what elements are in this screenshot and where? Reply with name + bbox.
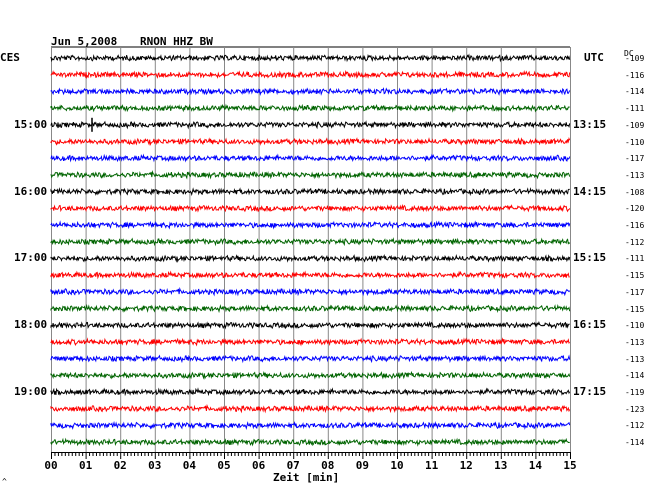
x-tick-label: 09 <box>355 459 370 472</box>
seismic-trace <box>50 53 571 63</box>
left-hour-label: 15:00 <box>14 117 48 131</box>
dc-label: DC <box>624 49 634 58</box>
seismic-trace <box>50 420 571 430</box>
x-tick-label: 11 <box>424 459 439 472</box>
corner-mark: ^ <box>2 477 7 486</box>
dc-offset-label: -115 <box>625 304 645 314</box>
x-tick-label: 03 <box>148 459 162 472</box>
seismic-trace <box>50 220 571 230</box>
x-tick-label: 00 <box>44 459 58 472</box>
dc-offset-label: -111 <box>625 254 645 264</box>
right-timezone-label: UTC <box>584 51 604 64</box>
seismic-trace <box>50 153 571 163</box>
dc-offset-label: -110 <box>625 321 645 331</box>
x-tick-label: 13 <box>494 459 508 472</box>
x-tick-label: 10 <box>390 459 404 472</box>
dc-offset-label: -117 <box>625 154 645 164</box>
seismic-trace <box>50 69 571 80</box>
left-hour-label: 17:00 <box>14 251 48 265</box>
left-hour-label: 16:00 <box>14 184 48 198</box>
right-hour-label: 14:15 <box>573 184 607 198</box>
left-hour-label: 19:00 <box>14 385 48 398</box>
x-tick-label: 15 <box>563 459 577 472</box>
seismic-trace <box>50 370 571 380</box>
seismic-trace <box>50 437 570 447</box>
seismic-trace <box>50 303 571 314</box>
right-hour-label: 17:15 <box>573 385 607 398</box>
seismic-trace <box>50 120 571 130</box>
dc-offset-label: -119 <box>625 388 645 397</box>
dc-offset-label: -111 <box>625 104 645 114</box>
dc-offset-label: -117 <box>625 287 645 297</box>
left-timezone-label: CES <box>0 51 20 64</box>
x-tick-label: 04 <box>182 459 197 472</box>
x-axis-label: Zeit [min] <box>273 471 340 484</box>
dc-offset-label: -113 <box>625 170 645 180</box>
x-tick-label: 08 <box>321 459 335 472</box>
seismic-trace <box>50 187 570 197</box>
x-tick-label: 06 <box>251 459 266 472</box>
x-tick-label: 05 <box>217 459 231 472</box>
seismic-trace <box>50 87 571 97</box>
dc-offset-label: -116 <box>625 70 645 80</box>
x-tick-label: 12 <box>459 459 473 472</box>
left-hour-label: 18:00 <box>14 318 48 332</box>
dc-offset-label: -109 <box>625 120 645 130</box>
dc-offset-label: -110 <box>625 137 645 147</box>
dc-offset-label: -116 <box>625 221 645 230</box>
seismic-trace <box>50 137 571 146</box>
seismic-trace <box>50 286 571 297</box>
seismic-trace <box>50 253 571 263</box>
dc-offset-label: -109 <box>625 54 645 63</box>
dc-offset-label: -114 <box>625 87 645 97</box>
dc-offset-label: -120 <box>625 204 645 214</box>
right-hour-label: 15:15 <box>573 251 607 265</box>
right-hour-label: 16:15 <box>573 318 607 332</box>
chart-station: RNON HHZ BW <box>140 35 213 48</box>
x-tick-label: 01 <box>78 459 93 472</box>
seismic-trace <box>50 237 571 247</box>
seismic-trace <box>50 337 571 347</box>
dc-offset-label: -112 <box>625 421 645 431</box>
x-tick-label: 02 <box>113 459 127 472</box>
dc-offset-label: -112 <box>625 237 645 247</box>
seismic-trace <box>50 203 571 213</box>
dc-offset-label: -114 <box>625 371 645 381</box>
dc-offset-label: -113 <box>625 354 645 364</box>
x-tick-label: 14 <box>528 459 543 472</box>
x-tick-label: 07 <box>286 459 300 472</box>
right-hour-label: 13:15 <box>573 117 607 131</box>
seismic-trace <box>50 403 571 414</box>
dc-offset-label: -123 <box>625 404 645 414</box>
seismic-trace <box>50 387 571 397</box>
seismic-trace <box>50 103 570 113</box>
dc-offset-label: -108 <box>625 187 645 197</box>
dc-offset-label: -114 <box>625 438 645 448</box>
seismic-trace <box>50 170 571 180</box>
dc-offset-label: -113 <box>625 337 645 347</box>
seismic-trace <box>50 320 570 330</box>
chart-date: Jun 5,2008 <box>51 35 118 48</box>
dc-offset-label: -115 <box>625 271 645 281</box>
seismic-trace <box>50 353 571 364</box>
seismic-trace <box>50 270 570 280</box>
